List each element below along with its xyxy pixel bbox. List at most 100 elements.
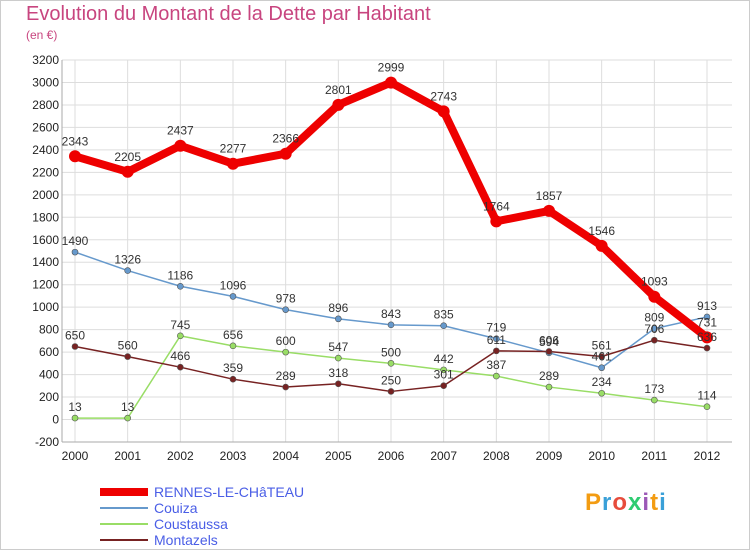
data-point [335,380,342,388]
data-point [335,315,342,323]
x-tick-label: 2006 [378,449,405,463]
data-label: 289 [539,369,559,383]
data-label: 636 [697,330,717,344]
data-point [703,403,711,411]
data-point [440,366,447,374]
data-label: 560 [118,339,138,353]
plot-area [62,60,732,442]
data-label: 1857 [536,189,563,203]
data-point [703,313,711,321]
legend-label: Couiza [154,500,198,516]
y-tick-label: 3200 [32,53,59,67]
legend-swatch [100,488,148,496]
x-tick-label: 2002 [167,449,194,463]
y-tick-label: 400 [39,368,59,382]
data-label: 656 [223,328,243,342]
data-label: 1093 [641,275,668,289]
data-point [229,293,237,300]
data-label: 13 [121,400,135,414]
data-point [227,157,239,170]
data-label: 913 [697,299,717,313]
data-point [440,322,447,330]
data-label: 500 [381,345,401,359]
data-label: 2205 [114,150,141,164]
data-label: 835 [434,308,454,322]
logo-letter: i [642,489,651,516]
data-point [493,347,500,355]
data-label: 387 [486,358,506,372]
data-point [71,248,79,256]
data-point [177,282,184,290]
data-label: 600 [276,334,296,348]
data-point [543,204,555,217]
data-point [545,348,553,355]
data-label: 359 [223,361,243,375]
data-point [598,389,605,397]
data-point [651,325,658,332]
data-point [545,383,553,391]
x-tick-label: 2012 [694,449,721,463]
data-label: 2437 [167,124,194,138]
x-tick-label: 2008 [483,449,510,463]
legend-swatch [100,507,148,509]
data-label: 2277 [220,142,247,156]
data-label: 442 [434,352,454,366]
chart-subtitle: (en €) [26,28,58,42]
data-point [229,375,237,383]
data-point [493,335,500,343]
data-label: 1326 [114,253,141,267]
x-tick-label: 2011 [641,449,667,463]
data-label: 2743 [430,89,457,103]
x-tick-label: 2004 [272,449,299,463]
logo-letter: x [628,489,643,516]
data-label: 1764 [483,199,510,213]
data-label: 250 [381,373,401,387]
data-label: 301 [434,368,454,382]
data-label: 318 [328,366,348,380]
data-label: 611 [487,333,506,347]
data-point [282,348,289,356]
y-tick-label: 1000 [32,300,59,314]
data-point [174,139,187,152]
y-tick-label: 1800 [32,210,59,224]
data-point [124,353,131,360]
x-tick-label: 2007 [430,449,457,463]
data-label: 2999 [378,61,405,75]
data-point [282,306,289,313]
data-label: 650 [65,329,85,343]
data-label: 2801 [325,83,352,97]
legend-swatch [100,523,148,525]
data-label: 13 [68,400,82,414]
y-tick-label: 1400 [32,255,59,269]
logo-letter: i [659,489,667,516]
data-label: 809 [644,311,664,325]
data-point [648,290,661,303]
proxiti-logo: Proxiti [585,489,667,517]
data-point [177,363,184,371]
data-point [177,332,184,340]
data-label: 547 [328,340,348,354]
data-point [335,354,342,362]
legend-label: Montazels [154,532,218,548]
data-point [440,382,447,390]
legend-swatch [100,539,148,541]
data-label: 1096 [220,278,247,292]
data-point [701,331,713,344]
data-label: 745 [170,318,190,332]
data-label: 561 [592,338,612,352]
data-label: 114 [697,389,716,403]
y-tick-label: 1200 [32,278,59,292]
legend-label: RENNES-LE-CHâTEAU [154,484,305,500]
y-tick-label: 0 [52,413,59,427]
chart-title: Evolution du Montant de la Dette par Hab… [26,3,431,25]
data-point [703,344,711,352]
x-tick-label: 2005 [325,449,352,463]
data-label: 1546 [588,224,615,238]
data-point [69,150,81,163]
axes: -200 0 200 400 600 800 1000 1200 1400 1600 1800 200… [32,53,732,463]
data-point [124,414,131,422]
series-group: 1490 1326 1186 1096 978 896 843 835 719 594 461 809… [62,61,717,422]
x-tick-label: 2009 [536,449,563,463]
data-label: 594 [539,335,559,349]
x-tick-label: 2010 [588,449,615,463]
